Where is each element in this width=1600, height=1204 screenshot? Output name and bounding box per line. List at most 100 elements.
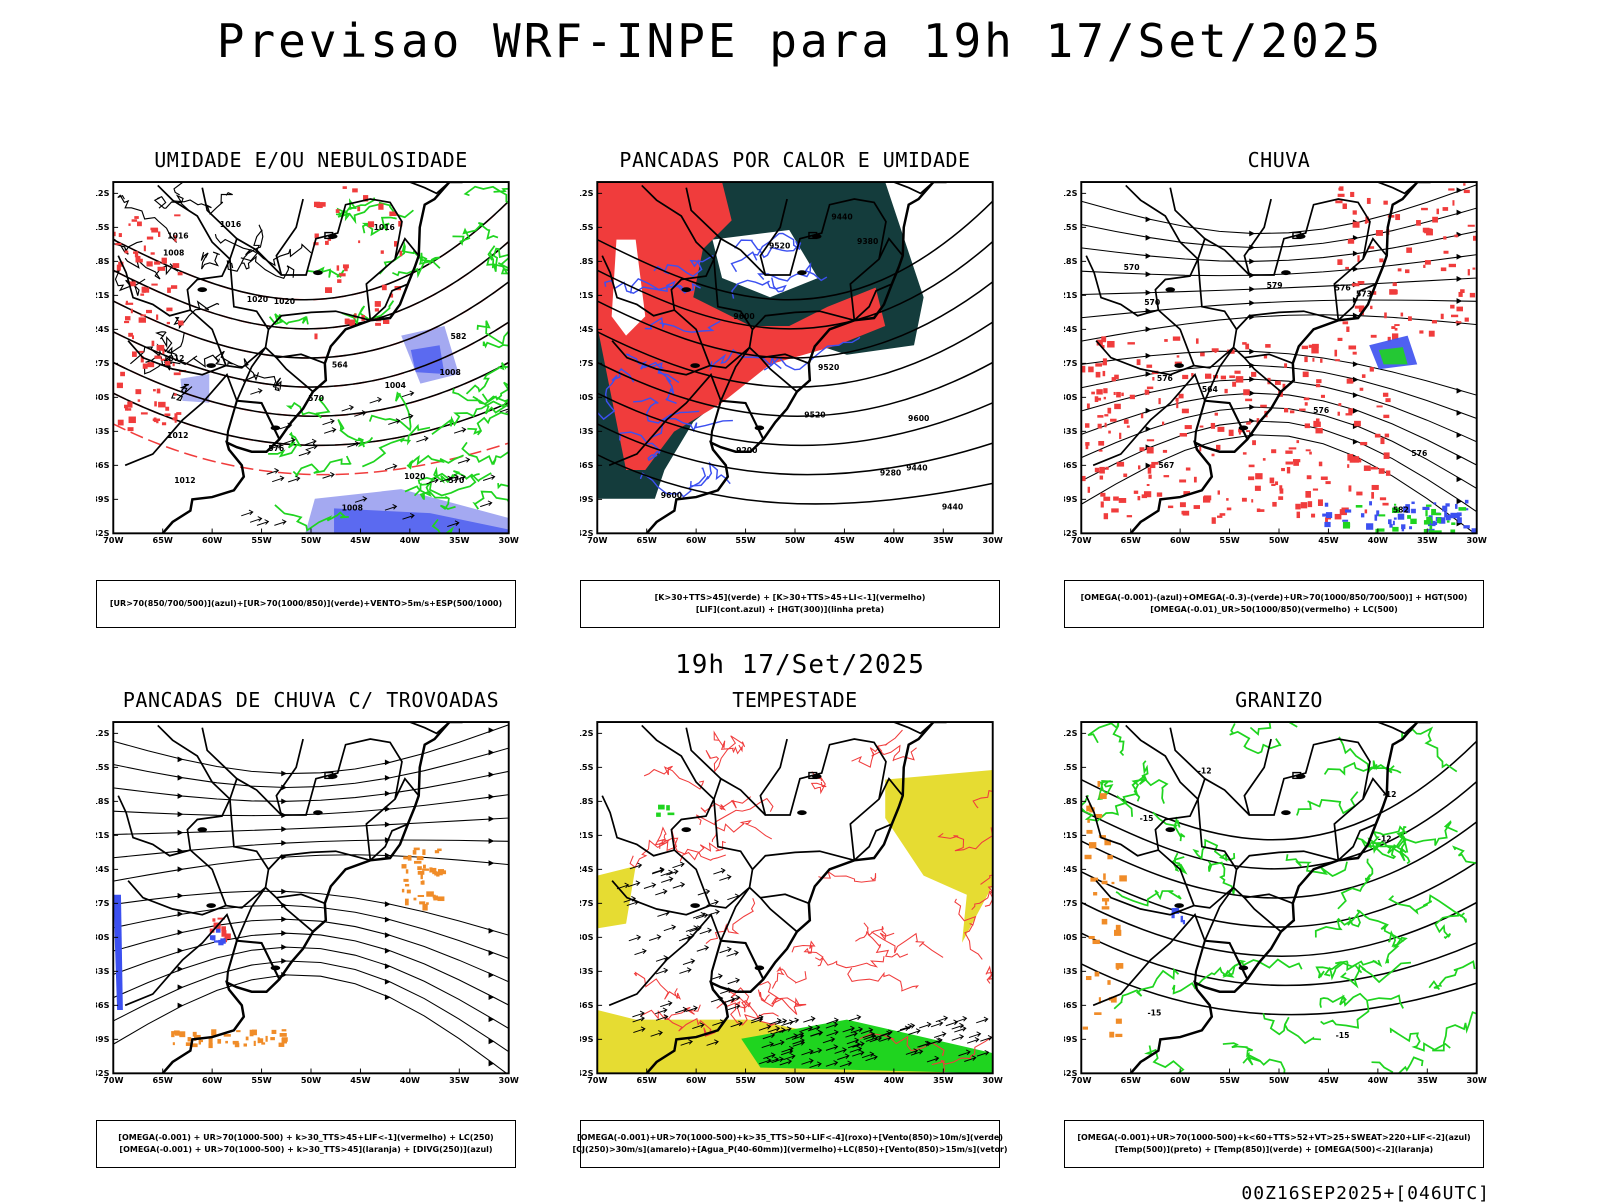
field-patch [1456,306,1463,312]
contour-line [1388,894,1465,918]
contour-label: 1012 [174,476,195,485]
lat-tick-label: 36S [96,1000,110,1010]
lake-marker [1238,425,1249,431]
field-patch [1285,450,1293,454]
field-patch [253,1040,256,1046]
field-patch [156,420,159,424]
legend-line: [CJ(250)>30m/s](amarelo)+[Agua_P(40-60mm… [572,1145,1008,1154]
contour-line [730,997,776,1028]
contour-line [711,820,773,842]
field-patch [1182,510,1190,516]
contour-label: 9600 [908,414,929,423]
map-frame-group: 1004 1008 1012 1016 1020 1020 1012 1016 1020 1008… [92,181,519,545]
streamline-arrow [177,866,184,873]
contour-line [1192,838,1236,862]
state-border [276,893,326,905]
contour-label: 1020 [274,297,295,306]
lake-marker [1174,363,1184,369]
field-patch [187,1037,192,1042]
map-svg: -12 -12 -15 -15 -12 -15 12S 15S 18S 21S 24S 27S 30S 3… [1060,721,1487,1085]
field-patch [421,880,425,885]
wind-vector [767,1025,781,1033]
field-patch [437,896,445,902]
panel-legend: [UR>70(850/700/500)](azul)+[UR>70(1000/8… [96,580,516,628]
field-patch [1228,429,1234,437]
field-patch [1324,521,1331,528]
field-patch [1101,906,1110,910]
field-patch [426,891,434,897]
wind-vector [910,1048,924,1056]
state-border [601,255,675,317]
field-patch [1095,813,1103,818]
field-patch [1393,503,1397,506]
isoline [113,281,509,359]
field-patch [1405,505,1408,508]
field-patch [1392,526,1399,532]
wind-vector [899,1023,913,1031]
contour-label: 9440 [831,212,852,221]
contour-line [1319,992,1368,1008]
field-patch [146,309,152,314]
field-patch [1099,466,1105,474]
lat-tick-label: 18S [96,796,110,806]
coastline [645,722,947,1074]
field-patch [399,250,403,257]
state-border [1095,340,1195,376]
wind-vector [809,1061,822,1069]
coastline [645,182,947,534]
field-patch [1371,492,1375,499]
field-patch [1104,422,1107,428]
wind-vector [845,1031,858,1038]
contour-label: 582 [450,332,466,341]
contour-label: 579 [1267,281,1283,290]
field-patch [1269,477,1275,484]
field-patch [1256,418,1260,424]
wind-vector [446,474,459,481]
uruguay-border [1193,939,1249,983]
field-patch [1434,530,1442,534]
wind-vector [727,994,741,1002]
wind-vector [695,912,709,920]
panel-heat-showers: PANCADAS POR CALOR E UMIDADE 9600 9600 952… [576,148,1010,638]
field-patch [1347,453,1354,461]
wind-vector [633,1026,646,1033]
contour-line [871,931,944,958]
field-patch [131,219,138,222]
panel-storm: TEMPESTADE 12S 15S 18S 21S 24S 27S 30S 33S 36S 39… [572,688,1010,1178]
wind-vector [628,934,642,942]
field-patch [1384,312,1387,319]
field-patch [1301,345,1308,350]
wind-vector [627,880,641,888]
field-patch [124,320,130,324]
coastline [161,182,463,534]
contour-line [1222,1042,1261,1066]
lake-marker [1165,287,1176,293]
field-patch [1375,230,1383,236]
contour-label: 1016 [374,223,395,232]
field-patch [213,940,221,943]
field-patch [403,856,410,860]
field-patch [128,416,136,424]
state-border [759,198,887,321]
streamline-arrow [384,790,391,797]
streamline-arrow [177,793,184,799]
contour-line [1262,1013,1321,1045]
field-patch [416,856,424,861]
field-patch [1451,314,1459,318]
wind-vector [272,475,285,483]
wind-vector [719,874,732,881]
wind-vector [401,413,414,421]
field-patch [179,1031,186,1038]
wind-vector [384,504,398,511]
wind-vector [629,862,643,870]
field-patch [265,1035,268,1042]
uruguay-border [225,939,281,983]
field-patch [1448,263,1456,268]
wind-vector [846,1037,860,1045]
state-border [641,724,754,942]
field-patch [1458,507,1467,511]
lat-tick-label: 27S [580,898,594,908]
state-border [751,850,855,870]
map-content: 9600 9600 9520 9520 9520 9440 9440 9380 9280 9200… [597,182,993,534]
field-patch [1085,423,1090,428]
